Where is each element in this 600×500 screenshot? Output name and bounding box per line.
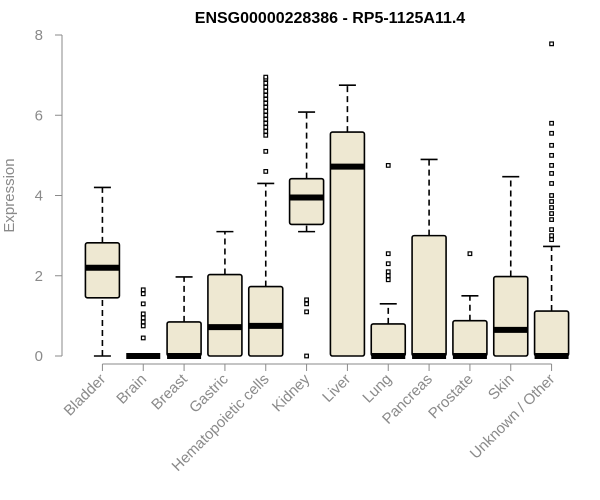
outlier-point xyxy=(263,104,269,110)
x-tick-label: Kidney xyxy=(269,370,314,415)
box-group-prostate xyxy=(452,251,488,359)
outlier-point xyxy=(263,108,269,114)
outlier-point xyxy=(263,128,269,134)
outlier-point xyxy=(549,163,554,168)
y-axis: 0 2 4 6 8 xyxy=(35,27,63,365)
y-axis-label: Expression xyxy=(1,158,18,232)
box-series xyxy=(84,41,570,359)
x-tick-label: Lung xyxy=(359,371,395,407)
outlier-point xyxy=(549,130,554,136)
outlier-point xyxy=(385,277,391,283)
outlier-point xyxy=(263,92,269,98)
outlier-point xyxy=(304,309,309,315)
box-group-bladder xyxy=(84,186,121,357)
outlier-point xyxy=(549,41,554,47)
outlier-point xyxy=(140,335,146,341)
outlier-point xyxy=(549,181,554,186)
box xyxy=(166,321,202,357)
outlier-point xyxy=(549,171,554,176)
outlier-point xyxy=(549,211,554,216)
y-tick-label: 0 xyxy=(35,348,43,365)
box-group-hematopoietic-cells xyxy=(247,74,284,357)
box-group-breast xyxy=(166,276,202,359)
x-tick-label: Skin xyxy=(485,371,518,404)
outlier-point xyxy=(140,287,146,293)
box xyxy=(411,234,447,357)
box-group-skin xyxy=(492,175,529,357)
box xyxy=(288,177,325,226)
outlier-point xyxy=(549,120,554,126)
box xyxy=(370,323,407,357)
box-group-pancreas xyxy=(411,158,447,359)
outlier-point xyxy=(263,148,269,154)
x-tick-label: Liver xyxy=(319,371,354,406)
outlier-point xyxy=(263,112,269,118)
outlier-point xyxy=(549,233,554,239)
outlier-point xyxy=(140,311,146,317)
outlier-point xyxy=(263,116,269,122)
outlier-point xyxy=(304,353,309,359)
outlier-point xyxy=(385,273,391,279)
outlier-point xyxy=(549,152,554,158)
outlier-point xyxy=(304,297,309,303)
box xyxy=(452,319,488,357)
outlier-point xyxy=(263,80,269,86)
outlier-point xyxy=(263,169,269,174)
box xyxy=(207,273,243,357)
box-group-gastric xyxy=(207,230,243,357)
outlier-point xyxy=(549,193,554,198)
outlier-point xyxy=(549,227,554,233)
outlier-point xyxy=(140,301,146,307)
y-tick-label: 6 xyxy=(35,107,43,124)
x-tick-label: Brain xyxy=(113,371,150,408)
box-group-liver xyxy=(329,84,366,357)
y-tick-label: 8 xyxy=(35,27,43,44)
outlier-point xyxy=(140,315,146,321)
outlier-point xyxy=(263,96,269,102)
outlier-point xyxy=(263,100,269,106)
outlier-point xyxy=(549,217,554,222)
outlier-point xyxy=(263,84,269,90)
outlier-point xyxy=(549,199,554,204)
outlier-point xyxy=(263,74,269,80)
y-tick-label: 2 xyxy=(35,268,43,285)
box xyxy=(492,275,529,357)
box-group-brain xyxy=(126,287,161,359)
outlier-point xyxy=(385,163,391,168)
outlier-point xyxy=(140,319,146,325)
outlier-point xyxy=(263,124,269,130)
box-group-lung xyxy=(370,163,407,359)
outlier-point xyxy=(263,120,269,126)
outlier-point xyxy=(263,132,269,138)
x-tick-label: Breast xyxy=(148,370,191,413)
outlier-point xyxy=(140,323,146,329)
outlier-point xyxy=(385,261,391,267)
outlier-point xyxy=(140,291,146,297)
box xyxy=(533,310,570,357)
outlier-point xyxy=(549,205,554,210)
box xyxy=(247,285,284,357)
x-tick-label: Prostate xyxy=(425,371,477,423)
box-group-kidney xyxy=(288,111,325,359)
x-tick-label: Bladder xyxy=(61,371,110,420)
box-group-unknown-other xyxy=(533,41,570,359)
outlier-point xyxy=(385,269,391,275)
outlier-point xyxy=(304,301,309,307)
outlier-point xyxy=(263,88,269,94)
y-tick-label: 4 xyxy=(35,188,43,205)
outlier-point xyxy=(549,237,554,243)
box xyxy=(329,131,366,357)
outlier-point xyxy=(467,251,473,257)
outlier-point xyxy=(385,251,391,257)
outlier-point xyxy=(549,142,554,148)
chart-title: ENSG00000228386 - RP5-1125A11.4 xyxy=(195,10,466,27)
